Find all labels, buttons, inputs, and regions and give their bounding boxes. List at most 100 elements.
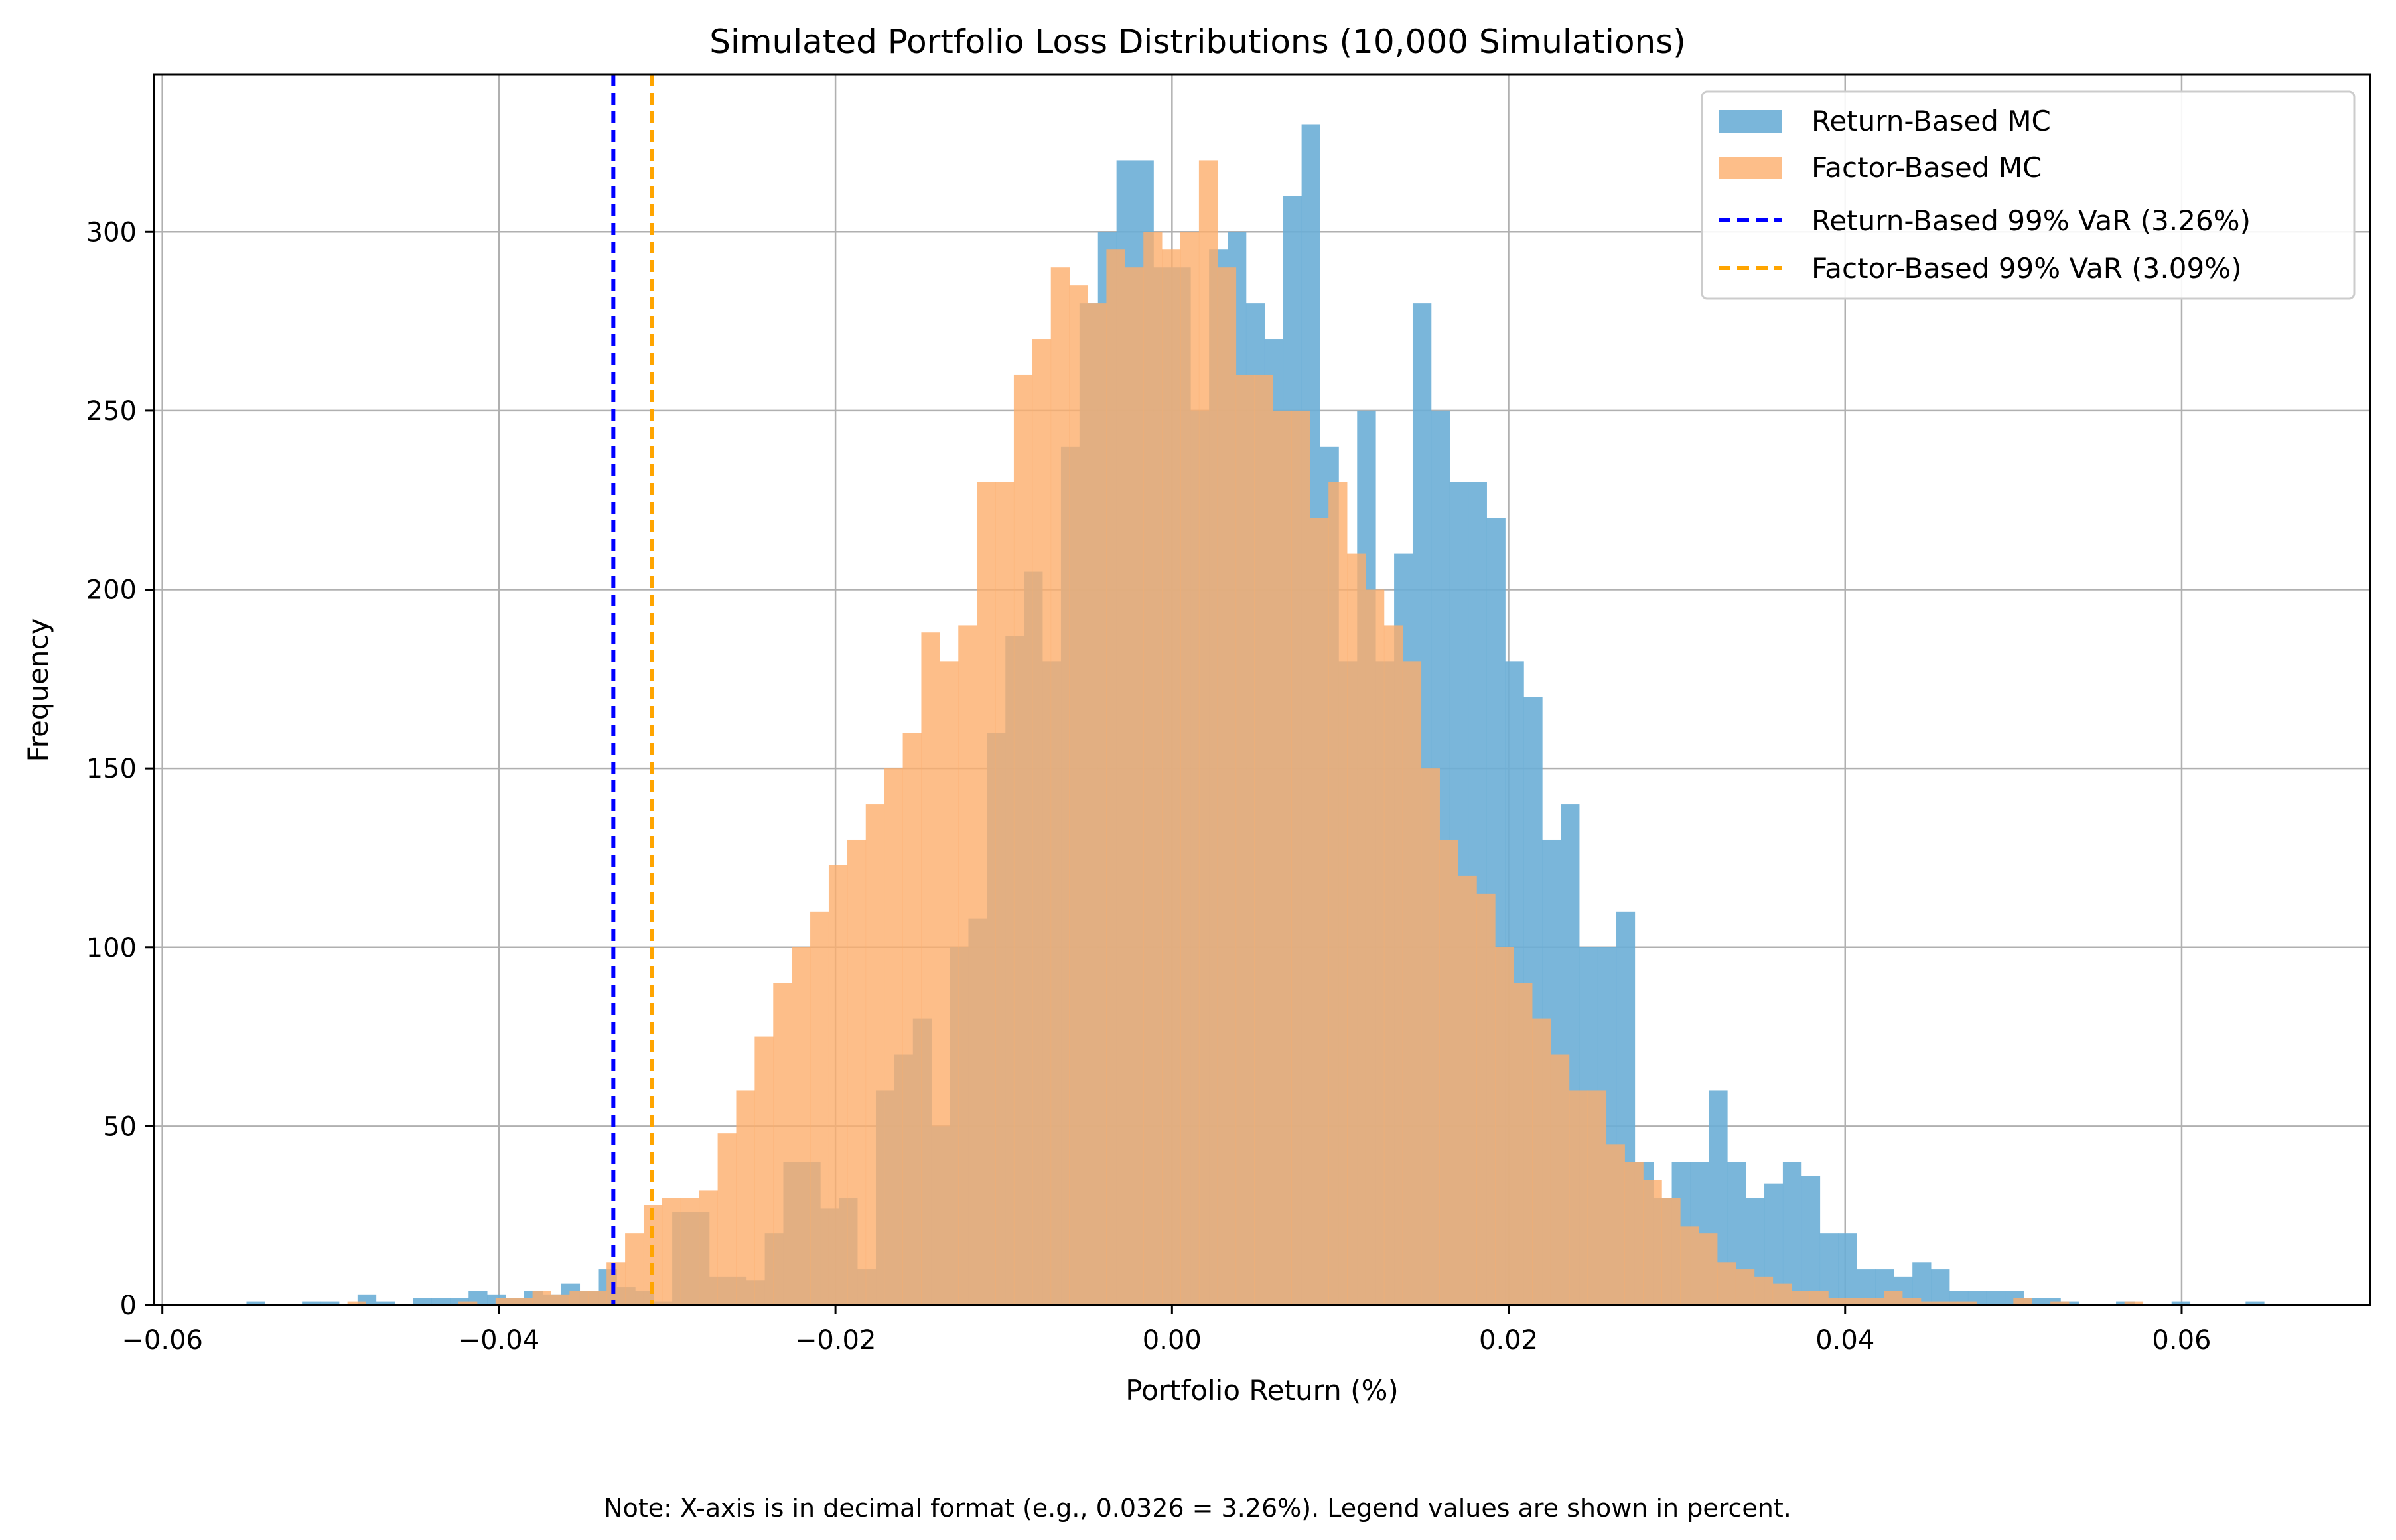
histogram-bar	[1699, 1233, 1718, 1305]
x-tick-label: −0.04	[458, 1325, 540, 1356]
histogram-bar	[717, 1133, 737, 1305]
histogram-bar	[2023, 1298, 2042, 1305]
y-tick-label: 200	[86, 575, 137, 606]
histogram-bar	[1643, 1180, 1662, 1305]
histogram-bar	[2124, 1301, 2144, 1305]
histogram-bar	[1347, 553, 1366, 1306]
histogram-bar	[347, 1301, 366, 1305]
y-axis-ticks: 0 50 100 150 200 250 300	[86, 217, 154, 1321]
chart-note: Note: X-axis is in decimal format (e.g.,…	[604, 1494, 1792, 1523]
histogram-bar	[1920, 1301, 1940, 1305]
legend: Return-Based MC Factor-Based MC Return-B…	[1701, 90, 2356, 300]
legend-swatch-return-based	[1719, 110, 1782, 133]
histogram-bar	[1476, 893, 1496, 1305]
histogram-bar	[1328, 482, 1348, 1306]
var-lines	[611, 74, 654, 1305]
histogram-bar	[1439, 839, 1458, 1305]
histogram-bar	[1865, 1298, 1884, 1305]
histogram-bar	[625, 1233, 644, 1305]
histogram-bar	[606, 1262, 626, 1305]
histogram-bar	[1180, 232, 1200, 1305]
histogram-bar	[1782, 1162, 1802, 1305]
histogram-bar	[2013, 1298, 2032, 1305]
histogram-bar	[458, 1301, 478, 1305]
histogram-bar	[884, 768, 903, 1305]
histogram-bar	[773, 983, 792, 1305]
histogram-bar	[302, 1301, 321, 1305]
legend-box	[1701, 90, 2356, 300]
histogram-bar	[1254, 374, 1273, 1305]
histogram-bar	[736, 1090, 755, 1305]
y-axis-label: Frequency	[22, 618, 54, 762]
histogram-bar	[1847, 1298, 1866, 1305]
histogram-bar	[1661, 1198, 1681, 1305]
histogram-bar	[1106, 249, 1125, 1306]
histogram-bar	[754, 1036, 774, 1305]
histogram-bar	[1217, 267, 1237, 1305]
histogram-bar	[1791, 1291, 1810, 1305]
histogram-bar	[1550, 1054, 1570, 1305]
histogram-bar	[1088, 303, 1107, 1306]
x-tick-label: 0.00	[1143, 1325, 1202, 1356]
histogram-bar	[1291, 410, 1310, 1305]
chart-title: Simulated Portfolio Loss Distributions (…	[709, 23, 1686, 61]
x-tick-label: −0.06	[121, 1325, 203, 1356]
histogram-bar	[1514, 983, 1533, 1305]
x-tick-label: 0.02	[1479, 1325, 1538, 1356]
histogram-bar	[2245, 1301, 2265, 1305]
x-tick-label: −0.02	[795, 1325, 877, 1356]
histogram-bar	[1809, 1291, 1829, 1305]
histogram-bar	[376, 1301, 395, 1305]
histogram-bar	[921, 632, 940, 1305]
histogram-bar	[1032, 339, 1052, 1305]
histogram-bar	[1162, 249, 1181, 1306]
y-tick-label: 300	[86, 217, 137, 247]
histogram-bar	[662, 1198, 681, 1305]
histogram-bar	[2050, 1301, 2070, 1305]
histogram-bar	[1939, 1301, 1959, 1305]
histogram-bar	[1735, 1269, 1755, 1305]
legend-label-return-var: Return-Based 99% VaR (3.26%)	[1811, 204, 2251, 237]
series-factor-based	[347, 160, 2144, 1306]
histogram-bar	[1365, 589, 1385, 1305]
histogram-bar	[1495, 947, 1514, 1305]
histogram-bar	[977, 482, 996, 1306]
histogram-bar	[1421, 768, 1440, 1305]
histogram-bar	[1801, 1176, 1821, 1305]
y-tick-label: 150	[86, 754, 137, 784]
histogram-bar	[1310, 518, 1329, 1305]
y-tick-label: 100	[86, 933, 137, 963]
histogram-bar	[865, 804, 885, 1305]
histogram-bar	[847, 839, 867, 1305]
y-tick-label: 0	[120, 1291, 137, 1321]
histogram-bars	[246, 124, 2265, 1306]
histogram-bar	[902, 733, 922, 1305]
histogram-bar	[320, 1301, 340, 1305]
histogram-bar	[699, 1190, 718, 1305]
y-tick-label: 50	[103, 1111, 137, 1142]
histogram-bar	[1235, 374, 1255, 1305]
histogram-bar	[1680, 1226, 1699, 1305]
histogram-bar	[1772, 1283, 1792, 1305]
x-tick-label: 0.06	[2152, 1325, 2211, 1356]
histogram-bar	[1717, 1262, 1736, 1305]
histogram-bar	[1013, 374, 1033, 1305]
histogram-bar	[940, 661, 959, 1305]
histogram-bar	[1587, 1090, 1607, 1305]
histogram-bar	[551, 1294, 570, 1305]
legend-label-factor-var: Factor-Based 99% VaR (3.09%)	[1811, 252, 2241, 285]
histogram-bar	[1884, 1291, 1903, 1305]
histogram-bar	[1986, 1291, 2006, 1305]
plot-frame	[153, 73, 2371, 1306]
histogram-bar	[1624, 1162, 1644, 1305]
histogram-bar	[2171, 1301, 2191, 1305]
histogram-bar	[810, 911, 829, 1305]
histogram-bar	[2060, 1301, 2079, 1305]
histogram-bar	[1273, 410, 1292, 1305]
histogram-bar	[246, 1301, 265, 1305]
histogram-bar	[1198, 160, 1218, 1306]
histogram-bar	[1383, 625, 1403, 1305]
x-axis-label: Portfolio Return (%)	[1125, 1374, 1399, 1407]
histogram-bar	[532, 1291, 551, 1305]
histogram-bar	[1402, 661, 1422, 1305]
